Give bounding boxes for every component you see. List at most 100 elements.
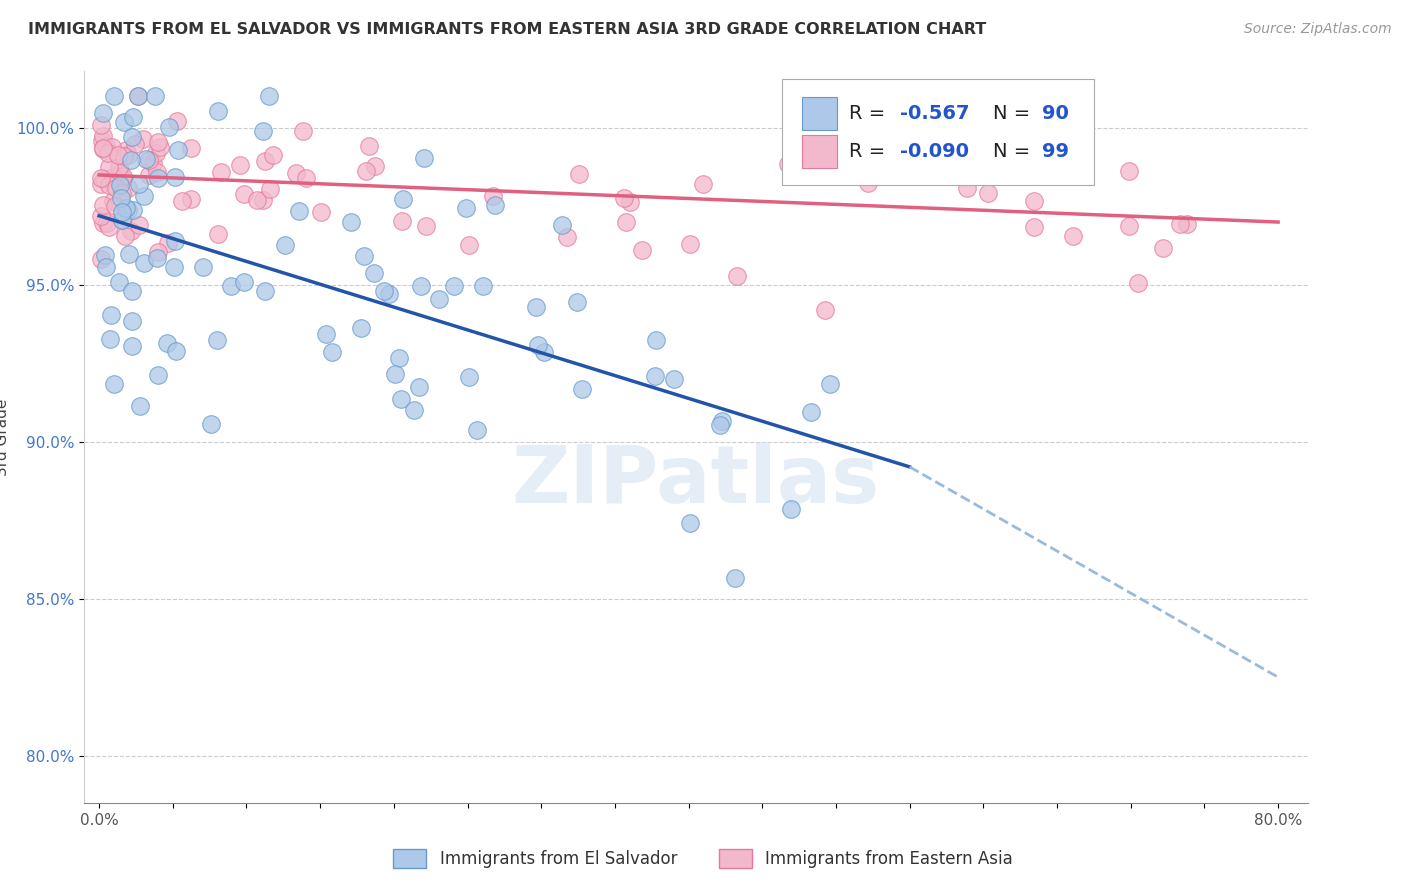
Point xyxy=(818,376,841,391)
Point xyxy=(107,148,129,162)
Point xyxy=(118,247,141,261)
Point xyxy=(90,118,112,132)
Point xyxy=(103,89,125,103)
Text: -0.090: -0.090 xyxy=(900,143,969,161)
Point xyxy=(820,166,842,180)
Text: R =: R = xyxy=(849,143,891,161)
Legend: Immigrants from El Salvador, Immigrants from Eastern Asia: Immigrants from El Salvador, Immigrants … xyxy=(387,842,1019,875)
Point xyxy=(180,141,202,155)
Point xyxy=(172,194,194,209)
Point xyxy=(710,414,733,428)
Text: IMMIGRANTS FROM EL SALVADOR VS IMMIGRANTS FROM EASTERN ASIA 3RD GRADE CORRELATIO: IMMIGRANTS FROM EL SALVADOR VS IMMIGRANT… xyxy=(28,22,987,37)
Point xyxy=(391,392,413,406)
Point xyxy=(138,168,160,182)
Point xyxy=(288,203,311,218)
Point xyxy=(1118,219,1140,234)
Point xyxy=(568,168,591,182)
Point xyxy=(143,89,166,103)
Point xyxy=(91,142,114,156)
Point xyxy=(373,285,395,299)
Point xyxy=(98,220,121,235)
Point xyxy=(1022,194,1045,208)
Point xyxy=(163,260,186,274)
Point xyxy=(163,235,186,249)
Point xyxy=(619,195,641,210)
Point xyxy=(127,89,149,103)
Point xyxy=(526,337,548,351)
Point xyxy=(121,110,143,124)
Point xyxy=(142,155,165,169)
Point xyxy=(127,89,149,103)
Point xyxy=(107,175,129,189)
Point xyxy=(108,276,131,290)
Point xyxy=(645,333,668,347)
Point xyxy=(976,186,998,200)
Point xyxy=(321,345,343,359)
Point xyxy=(96,138,118,153)
Point xyxy=(709,418,731,433)
Point xyxy=(103,169,125,184)
Point xyxy=(96,216,118,230)
Bar xyxy=(803,136,837,169)
Point xyxy=(91,198,114,212)
Point xyxy=(110,191,132,205)
Point xyxy=(1062,228,1084,243)
Point xyxy=(111,213,134,227)
Point xyxy=(128,218,150,232)
Point xyxy=(121,314,143,328)
Point xyxy=(120,153,142,167)
Point xyxy=(354,164,377,178)
Point xyxy=(115,143,138,157)
Point xyxy=(411,279,433,293)
Point xyxy=(103,377,125,392)
Point xyxy=(814,303,837,318)
Point xyxy=(292,124,315,138)
Point xyxy=(262,147,284,161)
Point xyxy=(246,193,269,207)
Point xyxy=(120,224,142,238)
Point xyxy=(93,141,115,155)
Point xyxy=(800,404,823,418)
Point xyxy=(117,203,139,218)
Point xyxy=(315,327,337,342)
Point xyxy=(90,171,112,186)
Point xyxy=(472,278,495,293)
Point xyxy=(956,181,979,195)
Point xyxy=(149,139,172,153)
Bar xyxy=(803,96,837,129)
Point xyxy=(207,104,229,119)
Point xyxy=(353,249,375,263)
Point xyxy=(165,169,187,184)
Point xyxy=(391,214,413,228)
Point xyxy=(165,344,187,359)
Point xyxy=(779,502,801,516)
Point xyxy=(631,243,654,257)
Point xyxy=(567,295,589,310)
Point xyxy=(105,180,128,194)
Point xyxy=(309,204,332,219)
Point xyxy=(254,153,277,168)
Point xyxy=(801,136,824,150)
Point xyxy=(180,193,202,207)
Point xyxy=(112,169,135,183)
Point xyxy=(132,131,155,145)
Point xyxy=(692,177,714,191)
Point xyxy=(551,219,574,233)
Point xyxy=(484,198,506,212)
Point xyxy=(135,153,157,167)
Point xyxy=(616,215,638,229)
Point xyxy=(776,157,799,171)
Point xyxy=(148,170,170,185)
Point xyxy=(124,136,146,151)
Point xyxy=(295,171,318,186)
Point xyxy=(97,146,120,161)
Point xyxy=(252,193,274,207)
Point xyxy=(90,177,112,191)
Point xyxy=(1022,220,1045,235)
Point xyxy=(121,339,143,353)
Point xyxy=(108,166,131,180)
Point xyxy=(100,332,122,346)
Point xyxy=(148,244,170,259)
Point xyxy=(679,236,702,251)
Point xyxy=(128,177,150,191)
